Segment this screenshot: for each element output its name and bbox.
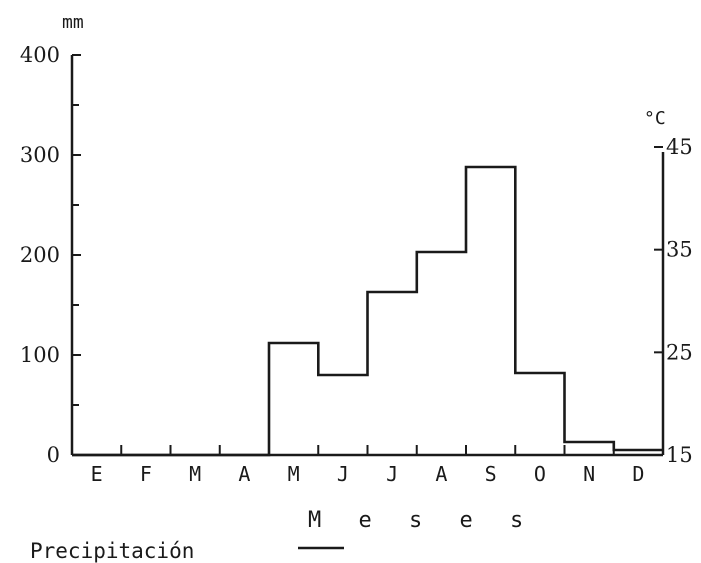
left-axis-unit: mm bbox=[62, 12, 84, 33]
right-tick-label: 15 bbox=[666, 443, 693, 467]
month-label: E bbox=[91, 462, 103, 486]
month-label: S bbox=[485, 462, 497, 486]
right-tick-label: 25 bbox=[666, 340, 693, 364]
x-axis-label: M e s e s bbox=[308, 508, 535, 533]
month-label: A bbox=[435, 462, 447, 486]
month-label: M bbox=[189, 462, 201, 486]
month-label: D bbox=[632, 462, 644, 486]
right-axis-unit: °C bbox=[644, 108, 666, 129]
right-axis-ticks: 15 25 35 45 bbox=[654, 135, 693, 467]
left-axis-ticks: 0 100 200 300 400 bbox=[20, 43, 81, 467]
right-tick-label: 45 bbox=[666, 135, 693, 159]
legend: Precipitación bbox=[30, 539, 344, 563]
left-tick-label: 0 bbox=[47, 443, 60, 467]
month-label: J bbox=[337, 462, 349, 486]
left-tick-label: 200 bbox=[20, 243, 60, 267]
left-tick-label: 100 bbox=[20, 343, 60, 367]
month-label: J bbox=[386, 462, 398, 486]
legend-label-precipitacion: Precipitación bbox=[30, 539, 194, 563]
series-line-precipitaci-n bbox=[72, 165, 663, 457]
month-label: N bbox=[583, 462, 595, 486]
month-label: M bbox=[288, 462, 300, 486]
month-label: A bbox=[238, 462, 250, 486]
month-label: F bbox=[140, 462, 152, 486]
left-tick-label: 300 bbox=[20, 143, 60, 167]
series-group bbox=[72, 165, 663, 457]
left-tick-label: 400 bbox=[20, 43, 60, 67]
month-label: O bbox=[534, 462, 546, 486]
right-tick-label: 35 bbox=[666, 238, 693, 262]
